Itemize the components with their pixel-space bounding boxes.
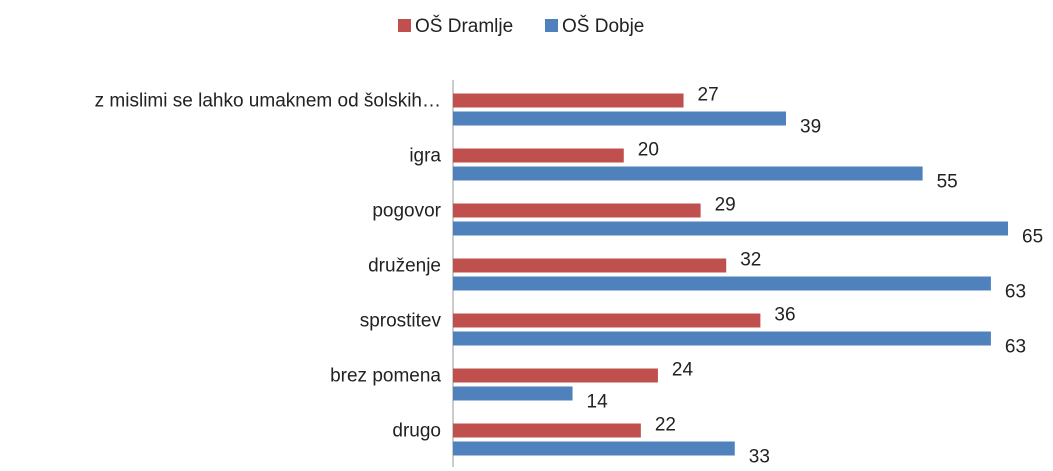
y-tick-label: druženje <box>368 256 441 277</box>
data-label: 63 <box>1005 282 1026 303</box>
bar <box>453 258 727 273</box>
bar <box>453 166 923 181</box>
legend-swatch <box>398 19 411 32</box>
data-label: 65 <box>1022 227 1043 248</box>
data-label: 63 <box>1005 337 1026 358</box>
legend-label: OŠ Dobje <box>562 15 644 37</box>
data-label: 33 <box>749 447 770 468</box>
bar <box>453 203 701 218</box>
bar <box>453 368 658 383</box>
bar <box>453 276 991 291</box>
data-label: 22 <box>655 415 676 436</box>
data-label: 20 <box>638 140 659 161</box>
bar <box>453 111 786 126</box>
bar <box>453 386 573 401</box>
bar <box>453 313 761 328</box>
data-label: 55 <box>937 172 958 193</box>
bar <box>453 441 735 456</box>
data-label: 39 <box>800 117 821 138</box>
data-label: 24 <box>672 360 694 381</box>
data-label: 14 <box>587 392 609 413</box>
bar <box>453 423 641 438</box>
bar <box>453 148 624 163</box>
y-tick-label: drugo <box>392 421 441 442</box>
data-label: 36 <box>774 305 795 326</box>
y-tick-label: brez pomena <box>330 366 441 387</box>
y-tick-label: pogovor <box>372 201 441 222</box>
y-tick-label: z mislimi se lahko umaknem od šolskih… <box>95 91 441 112</box>
data-label: 29 <box>715 195 736 216</box>
y-tick-label: igra <box>409 146 441 167</box>
data-label: 27 <box>698 85 719 106</box>
bar <box>453 221 1008 236</box>
bar <box>453 93 684 108</box>
y-tick-label: sprostitev <box>360 311 442 332</box>
bar <box>453 331 991 346</box>
legend-label: OŠ Dramlje <box>415 15 513 37</box>
data-label: 32 <box>740 250 761 271</box>
legend-swatch <box>545 19 558 32</box>
